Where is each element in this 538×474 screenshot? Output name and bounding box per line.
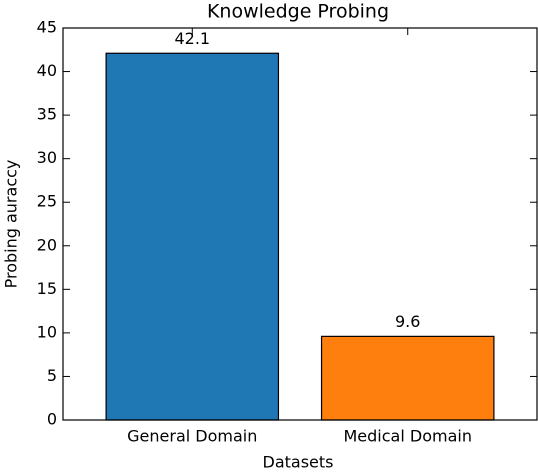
y-axis-label: Probing auraccy [2,160,21,289]
y-tick-label: 35 [37,105,57,124]
y-tick-label: 5 [47,366,57,385]
chart-title: Knowledge Probing [207,1,389,23]
y-tick-label: 10 [37,322,57,341]
data-label: 42.1 [174,29,210,48]
y-tick-label: 15 [37,279,57,298]
x-tick-label: General Domain [127,427,257,446]
plot-frame [62,27,538,421]
y-tick-label: 45 [37,18,57,37]
y-tick-label: 20 [37,235,57,254]
x-tick-label: Medical Domain [343,427,471,446]
y-tick-label: 40 [37,61,57,80]
y-tick-label: 0 [47,410,57,429]
y-tick-label: 25 [37,192,57,211]
bar [320,335,495,421]
x-axis-label: Datasets [263,453,334,472]
bar [105,52,280,421]
data-label: 9.6 [395,312,420,331]
y-tick-label: 30 [37,148,57,167]
